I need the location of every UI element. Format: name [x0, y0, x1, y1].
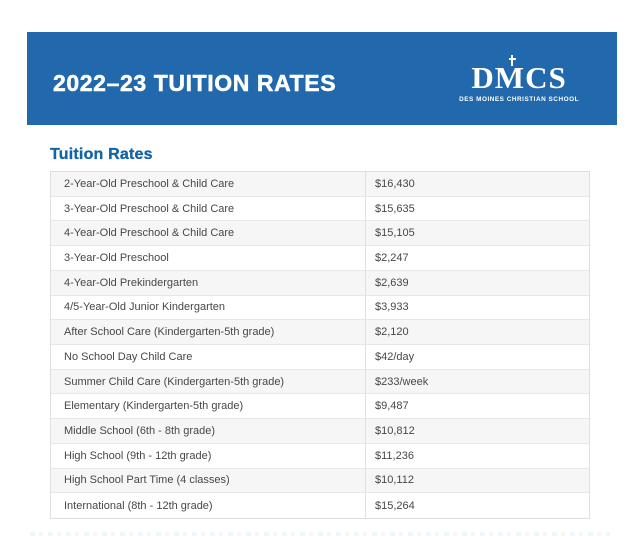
row-value: $16,430: [375, 177, 415, 190]
table-row: High School (9th - 12th grade) $11,236: [51, 443, 589, 469]
row-value: $15,105: [375, 227, 415, 240]
row-label: 4/5-Year-Old Junior Kindergarten: [51, 295, 366, 320]
row-value: $233/week: [375, 375, 429, 388]
row-label: International (8th - 12th grade): [51, 493, 366, 519]
table-row: 4-Year-Old Prekindergarten $2,639: [51, 270, 589, 296]
logo-acronym: DMCS: [471, 60, 567, 96]
row-value: $15,264: [375, 499, 415, 512]
table-row: 3-Year-Old Preschool $2,247: [51, 246, 589, 271]
row-label: Elementary (Kindergarten-5th grade): [51, 394, 366, 419]
row-value: $42/day: [375, 350, 415, 363]
table-row: Elementary (Kindergarten-5th grade) $9,4…: [51, 394, 589, 420]
row-label: High School Part Time (4 classes): [51, 468, 366, 493]
row-value: $15,635: [375, 202, 415, 215]
row-label: 4-Year-Old Prekindergarten: [51, 270, 366, 295]
table-row: 4/5-Year-Old Junior Kindergarten $3,933: [51, 295, 589, 321]
header-banner: 2022–23 TUITION RATES DMCS DES MOINES CH…: [27, 32, 617, 125]
row-label: 3-Year-Old Preschool: [51, 246, 366, 270]
row-value: $11,236: [375, 449, 414, 462]
table-row: Summer Child Care (Kindergarten-5th grad…: [51, 369, 589, 395]
logo-subtitle: DES MOINES CHRISTIAN SCHOOL: [459, 95, 579, 103]
table-row: No School Day Child Care $42/day: [51, 345, 589, 370]
row-value: $3,933: [375, 301, 409, 314]
row-label: 4-Year-Old Preschool & Child Care: [51, 221, 366, 246]
cutoff-text-fragment: [30, 532, 610, 536]
table-row: High School Part Time (4 classes) $10,11…: [51, 468, 589, 494]
table-row: International (8th - 12th grade) $15,264: [51, 493, 589, 519]
row-label: Summer Child Care (Kindergarten-5th grad…: [51, 369, 366, 394]
table-row: 2-Year-Old Preschool & Child Care $16,43…: [51, 172, 589, 197]
row-value: $9,487: [375, 400, 409, 413]
row-label: 2-Year-Old Preschool & Child Care: [51, 172, 366, 196]
page-title: 2022–23 TUITION RATES: [53, 70, 337, 97]
dmcs-logo: DMCS DES MOINES CHRISTIAN SCHOOL: [459, 55, 579, 103]
row-label: 3-Year-Old Preschool & Child Care: [51, 196, 366, 221]
table-row: Middle School (6th - 8th grade) $10,812: [51, 419, 589, 444]
table-row: 3-Year-Old Preschool & Child Care $15,63…: [51, 196, 589, 222]
tuition-rates-table: 2-Year-Old Preschool & Child Care $16,43…: [50, 171, 590, 520]
row-value: $2,120: [375, 326, 409, 339]
row-value: $2,639: [375, 276, 409, 289]
section-heading: Tuition Rates: [50, 146, 153, 163]
table-row: 4-Year-Old Preschool & Child Care $15,10…: [51, 221, 589, 247]
row-value: $10,812: [375, 425, 415, 438]
row-label: High School (9th - 12th grade): [51, 443, 366, 468]
row-value: $2,247: [375, 252, 409, 265]
table-row: After School Care (Kindergarten-5th grad…: [51, 320, 589, 346]
row-label: After School Care (Kindergarten-5th grad…: [51, 320, 366, 345]
row-label: Middle School (6th - 8th grade): [51, 419, 366, 443]
row-label: No School Day Child Care: [51, 345, 366, 369]
logo-acronym-wrap: DMCS: [471, 55, 567, 96]
row-value: $10,112: [375, 474, 414, 487]
